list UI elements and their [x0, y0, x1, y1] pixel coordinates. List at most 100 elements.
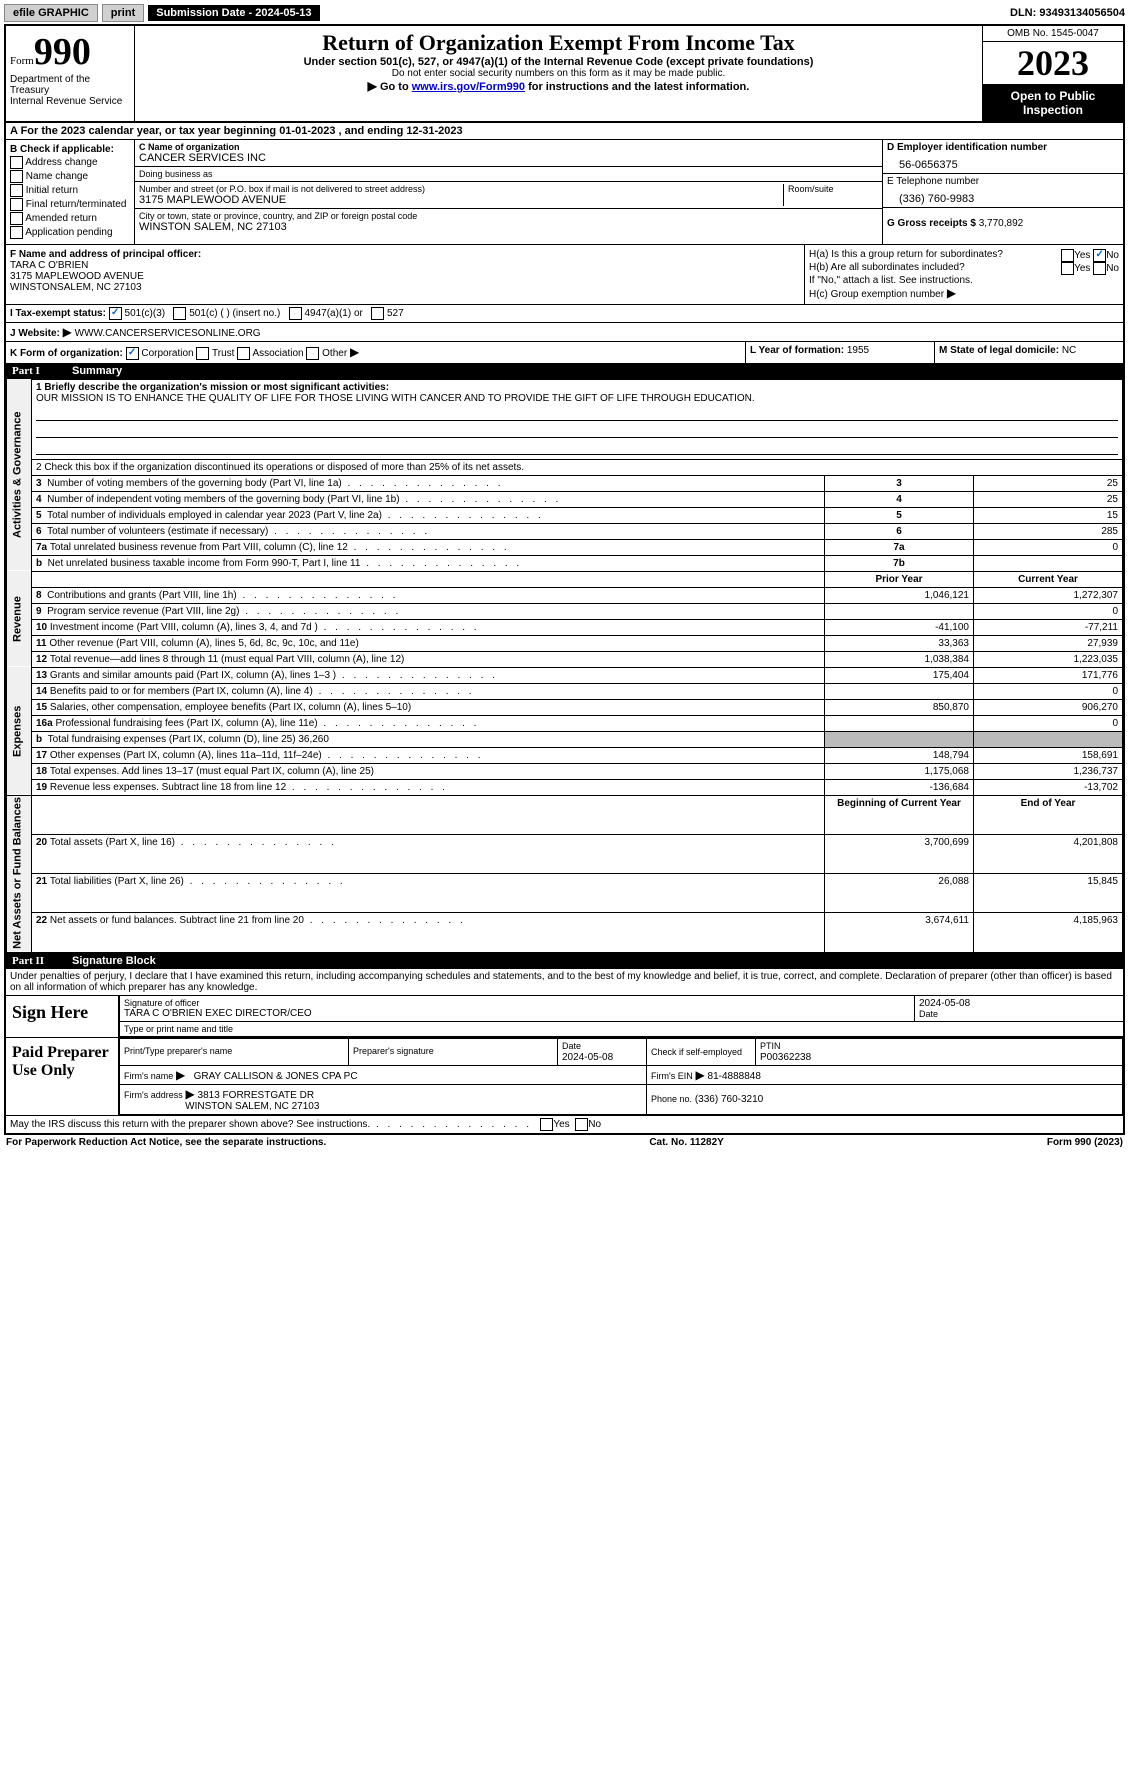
cb-initial-return[interactable]: Initial return: [10, 184, 130, 197]
omb-number: OMB No. 1545-0047: [983, 26, 1123, 42]
firm-addr2: WINSTON SALEM, NC 27103: [185, 1101, 319, 1112]
ha-no[interactable]: [1093, 249, 1106, 262]
row-11: 11 Other revenue (Part VIII, column (A),…: [7, 635, 1123, 651]
discuss-yes[interactable]: [540, 1118, 553, 1131]
cb-527[interactable]: [371, 307, 384, 320]
hb-no[interactable]: [1093, 262, 1106, 275]
row-7a: 7a Total unrelated business revenue from…: [7, 539, 1123, 555]
city-label: City or town, state or province, country…: [139, 211, 878, 221]
cb-amended[interactable]: Amended return: [10, 212, 130, 225]
cat-no: Cat. No. 11282Y: [649, 1137, 723, 1148]
goto-pre: Go to: [380, 81, 412, 93]
sign-here-label: Sign Here: [6, 996, 119, 1037]
row-4: 4 Number of independent voting members o…: [7, 491, 1123, 507]
row-19: 19 Revenue less expenses. Subtract line …: [7, 779, 1123, 795]
officer-city: WINSTONSALEM, NC 27103: [10, 282, 142, 293]
vtab-governance: Activities & Governance: [7, 379, 32, 571]
dept-treasury: Department of the Treasury: [10, 74, 130, 96]
cb-address-change[interactable]: Address change: [10, 156, 130, 169]
mission-text: OUR MISSION IS TO ENHANCE THE QUALITY OF…: [36, 393, 755, 404]
row-8: 8 Contributions and grants (Part VIII, l…: [7, 587, 1123, 603]
form-header: Form990 Department of the Treasury Inter…: [6, 26, 1123, 123]
section-fh: F Name and address of principal officer:…: [6, 244, 1123, 304]
arrow-icon: ▶: [368, 79, 377, 93]
cb-trust[interactable]: [196, 347, 209, 360]
hdr-eoy: End of Year: [974, 795, 1123, 834]
street: 3175 MAPLEWOOD AVENUE: [139, 194, 783, 206]
row-22: 22 Net assets or fund balances. Subtract…: [7, 913, 1123, 952]
cb-name-change[interactable]: Name change: [10, 170, 130, 183]
cb-501c[interactable]: [173, 307, 186, 320]
state-domicile: NC: [1062, 345, 1076, 356]
pra-notice: For Paperwork Reduction Act Notice, see …: [6, 1137, 326, 1148]
gross-label: G Gross receipts $: [887, 218, 976, 229]
cb-4947[interactable]: [289, 307, 302, 320]
perjury-decl: Under penalties of perjury, I declare th…: [6, 969, 1123, 995]
ein-label: D Employer identification number: [887, 142, 1047, 153]
ptin: P00362238: [760, 1052, 811, 1063]
cb-pending[interactable]: Application pending: [10, 226, 130, 239]
line-i: I Tax-exempt status: 501(c)(3) 501(c) ( …: [6, 304, 1123, 322]
sig-officer-name: TARA C O'BRIEN EXEC DIRECTOR/CEO: [124, 1008, 910, 1019]
row-10: 10 Investment income (Part VIII, column …: [7, 619, 1123, 635]
form-number: Form990: [10, 30, 130, 74]
section-bcde: B Check if applicable: Address change Na…: [6, 140, 1123, 244]
dba-label: Doing business as: [139, 169, 878, 179]
prep-date: 2024-05-08: [562, 1052, 613, 1063]
irs-link[interactable]: www.irs.gov/Form990: [412, 81, 525, 93]
row-16b: b Total fundraising expenses (Part IX, c…: [7, 731, 1123, 747]
row-17: 17 Other expenses (Part IX, column (A), …: [7, 747, 1123, 763]
officer-street: 3175 MAPLEWOOD AVENUE: [10, 271, 144, 282]
cb-corp[interactable]: [126, 347, 139, 360]
row-12: 12 Total revenue—add lines 8 through 11 …: [7, 651, 1123, 667]
row-13: 13 Grants and similar amounts paid (Part…: [32, 667, 825, 683]
cb-assoc[interactable]: [237, 347, 250, 360]
street-label: Number and street (or P.O. box if mail i…: [139, 184, 783, 194]
hdr-current: Current Year: [974, 571, 1123, 587]
q2: 2 Check this box if the organization dis…: [32, 459, 1123, 475]
paid-preparer-row: Paid Preparer Use Only Print/Type prepar…: [6, 1037, 1123, 1115]
q1-label: 1 Briefly describe the organization's mi…: [36, 382, 389, 393]
submission-date: Submission Date - 2024-05-13: [148, 5, 319, 21]
efile-button[interactable]: efile GRAPHIC: [4, 4, 98, 22]
firm-ein: 81-4888848: [708, 1071, 761, 1082]
irs-label: Internal Revenue Service: [10, 96, 130, 107]
sig-date: 2024-05-08: [919, 998, 1119, 1009]
cb-501c3[interactable]: [109, 307, 122, 320]
ha-yes[interactable]: [1061, 249, 1074, 262]
firm-addr1: 3813 FORRESTGATE DR: [198, 1090, 315, 1101]
hb-label: H(b) Are all subordinates included?: [809, 262, 965, 275]
top-bar: efile GRAPHIC print Submission Date - 20…: [4, 4, 1125, 22]
hdr-boy: Beginning of Current Year: [825, 795, 974, 834]
open-inspection: Open to Public Inspection: [983, 85, 1123, 121]
hc-label: H(c) Group exemption number ▶: [809, 286, 1119, 300]
row-18: 18 Total expenses. Add lines 13–17 (must…: [7, 763, 1123, 779]
org-name: CANCER SERVICES INC: [139, 152, 878, 164]
dln: DLN: 93493134056504: [1010, 7, 1125, 19]
row-a-taxyear: A For the 2023 calendar year, or tax yea…: [6, 123, 1123, 140]
sig-officer-label: Signature of officer: [124, 998, 910, 1008]
phone: (336) 760-9983: [887, 187, 1119, 205]
gross-receipts: 3,770,892: [979, 218, 1024, 229]
cb-final-return[interactable]: Final return/terminated: [10, 198, 130, 211]
firm-phone: (336) 760-3210: [695, 1094, 763, 1105]
cb-other[interactable]: [306, 347, 319, 360]
print-button[interactable]: print: [102, 4, 144, 22]
hdr-prior: Prior Year: [825, 571, 974, 587]
row-7b: b Net unrelated business taxable income …: [7, 555, 1123, 571]
footer: For Paperwork Reduction Act Notice, see …: [4, 1135, 1125, 1150]
ssn-note: Do not enter social security numbers on …: [139, 68, 978, 79]
hb-yes[interactable]: [1061, 262, 1074, 275]
row-9: 9 Program service revenue (Part VIII, li…: [7, 603, 1123, 619]
discuss-no[interactable]: [575, 1118, 588, 1131]
vtab-revenue: Revenue: [7, 571, 32, 667]
officer-label: F Name and address of principal officer:: [10, 249, 201, 260]
discuss-line: May the IRS discuss this return with the…: [6, 1115, 1123, 1133]
city: WINSTON SALEM, NC 27103: [139, 221, 878, 233]
line-j: J Website: ▶ WWW.CANCERSERVICESONLINE.OR…: [6, 322, 1123, 341]
paid-preparer-label: Paid Preparer Use Only: [6, 1038, 119, 1115]
prep-name-label: Print/Type preparer's name: [124, 1046, 232, 1056]
prep-sig-label: Preparer's signature: [353, 1046, 434, 1056]
row-5: 5 Total number of individuals employed i…: [7, 507, 1123, 523]
ha-label: H(a) Is this a group return for subordin…: [809, 249, 1003, 262]
